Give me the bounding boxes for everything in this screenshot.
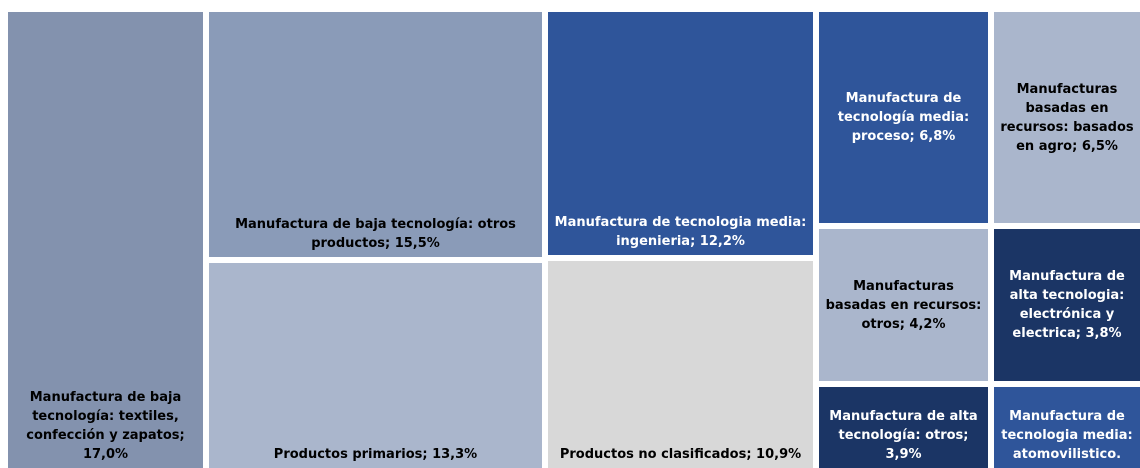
tile-label-alta-electronica: Manufactura de alta tecnologia: electrón… <box>1009 269 1125 341</box>
tile-media-ingenieria: Manufactura de tecnologia media: ingenie… <box>548 12 813 255</box>
tile-no-clasificados: Productos no clasificados; 10,9% <box>548 261 813 468</box>
tile-media-proceso: Manufactura de tecnología media: proceso… <box>819 12 988 223</box>
tile-recursos-otros: Manufacturas basadas en recursos: otros;… <box>819 229 988 381</box>
tile-label-baja-otros: Manufactura de baja tecnología: otros pr… <box>235 217 516 251</box>
tile-label-recursos-agro: Manufacturas basadas en recursos: basado… <box>1000 81 1134 154</box>
tile-label-baja-textiles: Manufactura de baja tecnología: textiles… <box>26 390 185 462</box>
tile-label-productos-primarios: Productos primarios; 13,3% <box>273 447 478 462</box>
tile-baja-textiles: Manufactura de baja tecnología: textiles… <box>8 12 203 468</box>
tile-productos-primarios: Productos primarios; 13,3% <box>209 263 542 468</box>
tile-alta-otros: Manufactura de alta tecnología: otros; 3… <box>819 387 988 468</box>
tile-label-media-automovilistico: Manufactura de tecnologia media: atomovi… <box>1001 409 1133 462</box>
tile-label-media-ingenieria: Manufactura de tecnologia media: ingenie… <box>554 215 807 249</box>
tile-label-no-clasificados: Productos no clasificados; 10,9% <box>559 447 802 462</box>
tile-media-automovilistico: Manufactura de tecnologia media: atomovi… <box>994 387 1140 468</box>
tile-label-recursos-otros: Manufacturas basadas en recursos: otros;… <box>825 278 982 332</box>
tile-label-media-proceso: Manufactura de tecnología media: proceso… <box>837 91 970 144</box>
tile-label-alta-otros: Manufactura de alta tecnología: otros; 3… <box>829 409 978 462</box>
tile-baja-otros: Manufactura de baja tecnología: otros pr… <box>209 12 542 257</box>
tile-recursos-agro: Manufacturas basadas en recursos: basado… <box>994 12 1140 223</box>
tile-alta-electronica: Manufactura de alta tecnologia: electrón… <box>994 229 1140 381</box>
